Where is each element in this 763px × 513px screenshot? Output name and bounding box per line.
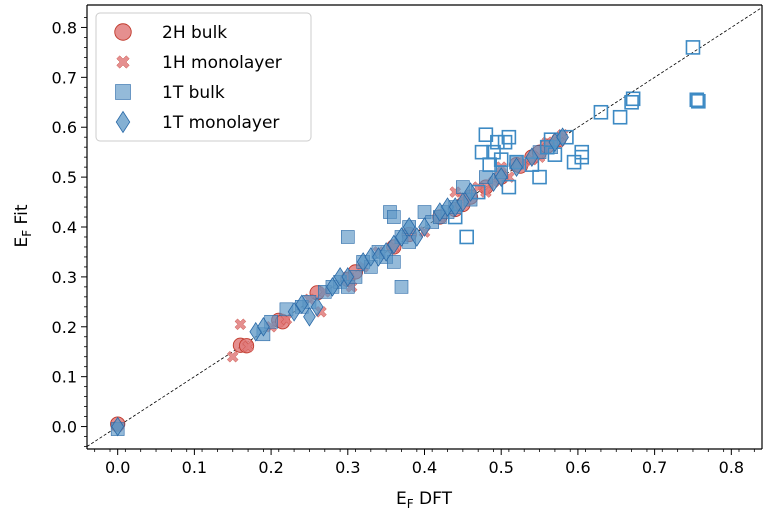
x-tick-label: 0.7: [642, 458, 667, 477]
x-tick-label: 0.0: [105, 458, 130, 477]
y-axis-label: EF Fit: [12, 204, 34, 247]
data-point: [689, 92, 705, 108]
data-point: [295, 294, 309, 315]
y-tick-label: 0.7: [52, 68, 77, 87]
data-point: [574, 144, 590, 160]
data-point: [625, 91, 641, 107]
legend-marker: [116, 55, 130, 69]
data-point: [303, 306, 316, 327]
legend-marker: [114, 23, 132, 41]
legend-label: 1T monolayer: [162, 113, 279, 133]
legend: 2H bulk 1H monolayer 1T bulk 1T monolayer: [95, 12, 312, 142]
plot-area: [86, 7, 763, 447]
x-axis-label: EF DFT: [396, 489, 453, 511]
data-point: [464, 182, 477, 202]
y-tick-label: 0.6: [52, 118, 77, 137]
series-4: [111, 127, 569, 437]
data-point: [379, 242, 393, 262]
x-tick-label: 0.4: [412, 458, 437, 477]
data-point: [394, 280, 409, 294]
data-point: [341, 267, 355, 287]
data-point: [402, 217, 416, 237]
y-tick-label: 0.0: [52, 418, 77, 437]
data-point: [242, 340, 254, 353]
y-tick-label: 0.8: [52, 18, 77, 37]
data-point: [685, 40, 701, 55]
legend-label: 1H monolayer: [162, 53, 282, 73]
data-point: [566, 154, 582, 170]
data-point: [474, 144, 490, 160]
data-point: [532, 169, 547, 185]
data-point: [387, 234, 401, 255]
data-point: [510, 157, 523, 177]
data-point: [459, 229, 474, 245]
data-point: [574, 149, 590, 165]
data-point: [612, 109, 628, 125]
data-point: [226, 350, 239, 363]
y-tick-label: 0.3: [52, 268, 77, 287]
data-point: [494, 167, 508, 187]
data-point: [556, 127, 569, 148]
legend-label: 1T bulk: [162, 83, 225, 103]
data-point: [525, 147, 539, 167]
data-point: [340, 230, 355, 244]
data-point: [497, 134, 513, 150]
data-point: [387, 210, 401, 224]
data-point: [234, 318, 247, 331]
data-point: [490, 134, 505, 150]
data-point: [257, 316, 270, 337]
data-point: [456, 192, 470, 212]
data-point: [624, 94, 639, 110]
data-point: [310, 296, 324, 317]
data-point: [395, 227, 408, 247]
data-point: [486, 144, 501, 160]
data-point: [326, 277, 339, 297]
y-tick-label: 0.5: [52, 168, 77, 187]
x-tick-label: 0.6: [565, 458, 590, 477]
legend-label: 2H bulk: [162, 23, 227, 43]
legend-marker: [115, 110, 131, 134]
data-point: [478, 127, 494, 143]
data-point: [691, 93, 706, 109]
data-point: [287, 301, 301, 322]
data-point: [493, 152, 509, 167]
x-tick-label: 0.1: [182, 458, 207, 477]
legend-box: [95, 12, 312, 142]
data-point: [280, 313, 293, 326]
x-tick-label: 0.8: [719, 458, 744, 477]
y-tick-label: 0.2: [52, 318, 77, 337]
x-tick-label: 0.2: [258, 458, 283, 477]
data-point: [501, 129, 517, 145]
data-point: [387, 255, 401, 269]
data-point: [410, 227, 424, 247]
x-tick-label: 0.5: [488, 458, 513, 477]
axis-ticks: 0.0 0.1 0.2 0.3 0.4 0.5 0.6 0.7 0.8 0.0 0.1 0.2 0.3 0…: [52, 17, 755, 477]
legend-marker: [115, 84, 131, 100]
y-tick-label: 0.1: [52, 368, 77, 387]
x-tick-label: 0.3: [335, 458, 360, 477]
y-tick-label: 0.4: [52, 218, 77, 237]
series-3: [447, 40, 706, 245]
data-point: [480, 186, 492, 198]
data-point: [501, 179, 517, 195]
data-point: [593, 104, 609, 120]
data-point: [418, 217, 431, 237]
data-point: [111, 416, 125, 437]
